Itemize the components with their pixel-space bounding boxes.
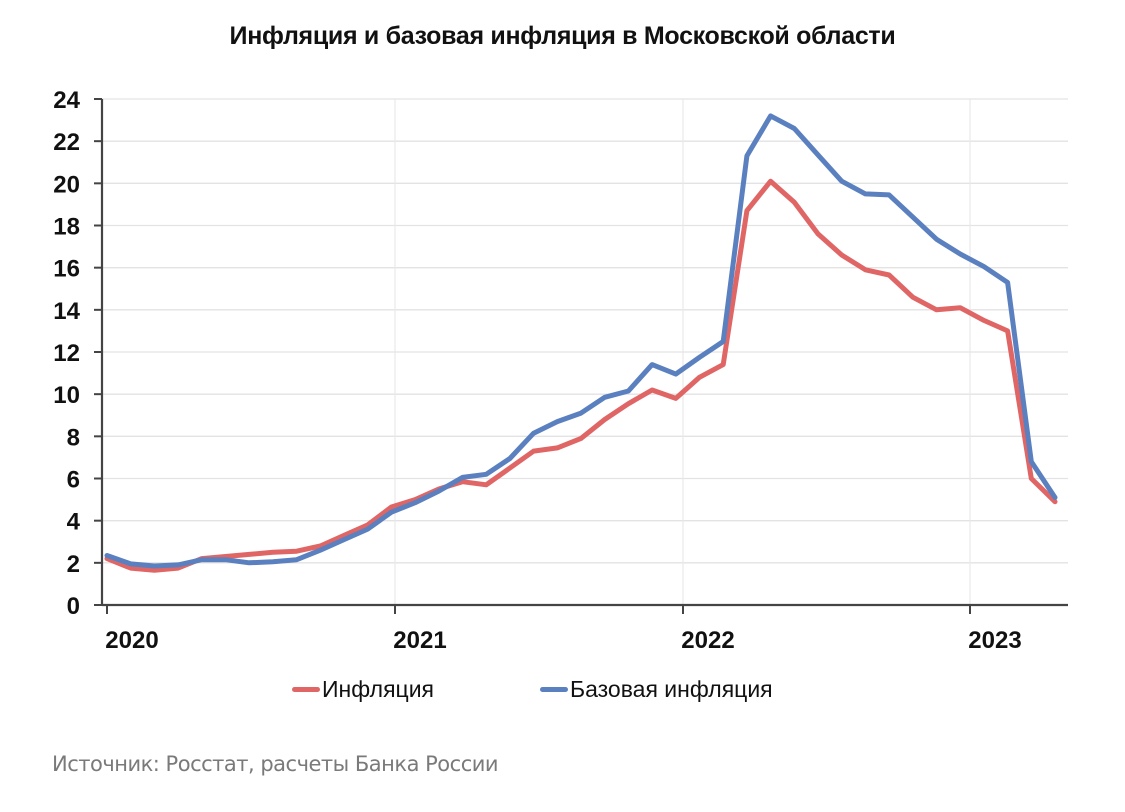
series-line [104,113,1058,569]
y-tick-label: 24 [53,87,80,114]
y-tick-label: 12 [53,340,80,367]
legend-swatch-blue [540,687,568,692]
series-line [104,178,1058,573]
chart-title: Инфляция и базовая инфляция в Московской… [229,22,896,50]
y-tick-label: 18 [53,214,80,241]
axes [94,98,1068,614]
y-tick-label: 0 [67,593,80,620]
x-tick-label: 2021 [393,627,446,654]
legend-item-core-inflation: Базовая инфляция [540,676,773,703]
x-tick-label: 2022 [681,627,734,654]
x-tick-label: 2020 [105,627,158,654]
legend-label: Инфляция [322,676,435,702]
series-lines [104,113,1058,573]
y-tick-label: 20 [53,171,80,198]
y-tick-label: 4 [67,509,81,536]
x-axis-labels: 2020 2021 2022 2023 [105,627,1021,654]
legend-swatch-red [292,687,320,692]
x-tick-label: 2023 [968,627,1021,654]
y-tick-label: 8 [67,424,80,451]
legend-item-inflation: Инфляция [292,676,434,703]
source-note: Источник: Росстат, расчеты Банка России [52,752,499,776]
y-tick-label: 2 [67,551,80,578]
y-tick-label: 14 [53,298,80,325]
legend-label: Базовая инфляция [570,676,773,702]
legend: Инфляция Базовая инфляция [0,676,1125,706]
y-tick-label: 16 [53,256,80,283]
y-tick-label: 22 [53,129,80,156]
gridlines [102,98,1068,605]
y-tick-label: 10 [53,382,80,409]
y-tick-label: 6 [67,467,80,494]
